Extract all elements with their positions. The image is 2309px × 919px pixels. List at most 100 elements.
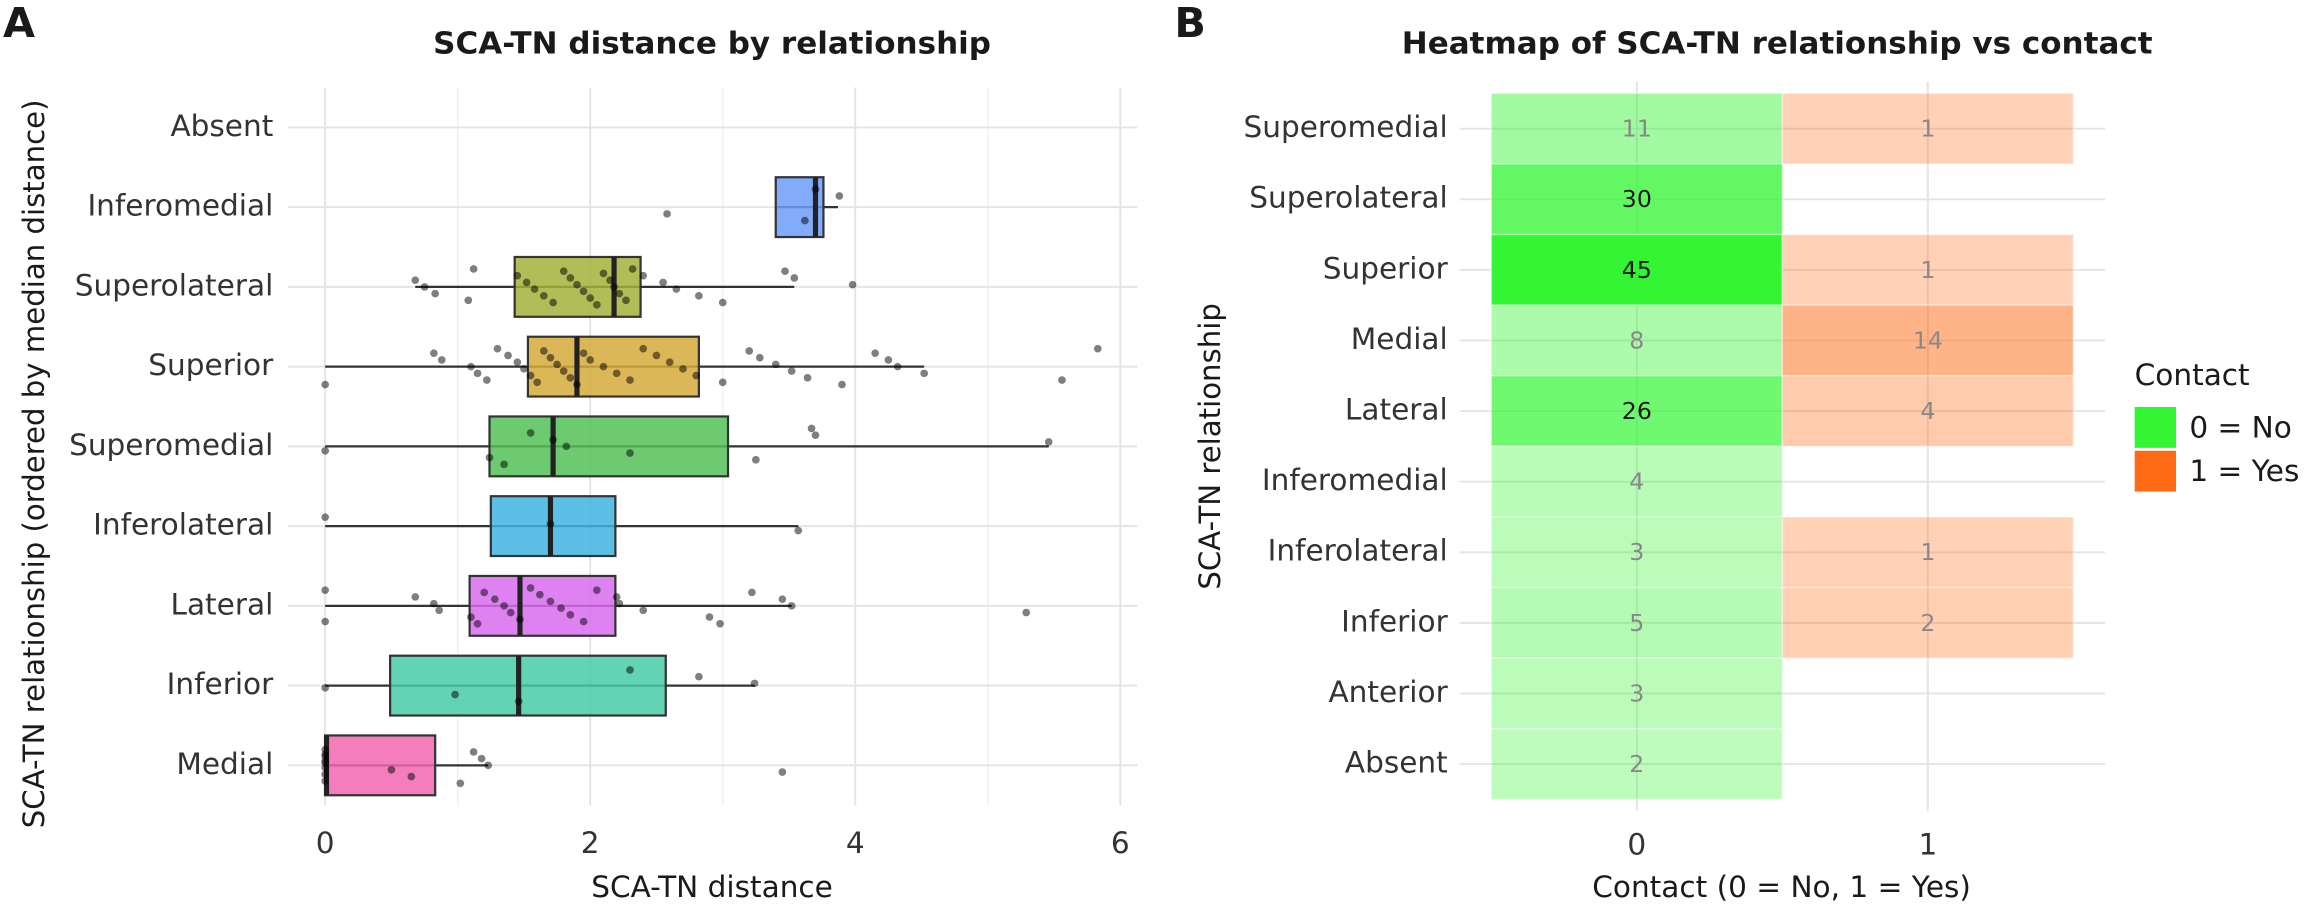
data-point — [504, 351, 512, 360]
data-point — [679, 365, 687, 373]
data-point — [469, 748, 478, 756]
y-tick-label: Superolateral — [1249, 181, 1448, 215]
y-tick-label: Superomedial — [1244, 110, 1448, 144]
data-point — [467, 362, 475, 371]
data-point — [321, 777, 330, 785]
data-point — [514, 697, 523, 706]
y-tick-label: Inferomedial — [87, 189, 273, 223]
data-point — [321, 447, 330, 455]
data-point — [718, 378, 727, 387]
y-tick-label: Inferior — [1341, 604, 1449, 638]
x-axis-title: Contact (0 = No, 1 = Yes) — [1592, 870, 1971, 904]
data-point — [790, 274, 799, 282]
data-point — [622, 296, 630, 305]
data-point — [718, 298, 727, 307]
cell-label: 45 — [1622, 256, 1652, 284]
y-tick-label: Medial — [1351, 322, 1448, 356]
heatmap-cell — [1490, 445, 1784, 518]
data-point — [750, 679, 759, 688]
data-point — [801, 216, 809, 225]
data-point — [500, 602, 508, 610]
data-point — [513, 271, 522, 280]
cell-label: 8 — [1629, 327, 1644, 355]
data-point — [411, 593, 420, 601]
data-point — [579, 349, 588, 357]
data-point — [566, 274, 575, 282]
data-point — [553, 360, 561, 369]
data-point — [562, 442, 571, 451]
box — [324, 734, 437, 797]
data-point — [1093, 344, 1102, 353]
data-point — [559, 367, 568, 375]
data-point — [429, 349, 438, 357]
data-point — [695, 672, 703, 681]
data-point — [652, 351, 661, 360]
data-point — [612, 369, 621, 378]
data-point — [586, 356, 595, 364]
y-tick-label: Inferolateral — [93, 508, 273, 542]
data-point — [778, 595, 787, 603]
data-point — [752, 456, 760, 464]
cell-label: 2 — [1629, 750, 1644, 778]
data-point — [794, 526, 803, 535]
data-point — [920, 369, 928, 378]
heatmap-cell — [1490, 728, 1784, 801]
data-point — [483, 376, 491, 384]
data-point — [639, 344, 648, 353]
data-point — [663, 210, 671, 218]
x-tick-label: 6 — [1111, 826, 1130, 860]
data-point — [626, 449, 634, 457]
data-point — [437, 356, 446, 364]
y-tick-label: Lateral — [170, 587, 273, 621]
data-point — [893, 362, 902, 371]
data-point — [559, 267, 568, 275]
data-point — [807, 424, 816, 433]
cell-label: 3 — [1629, 680, 1644, 708]
heatmap-cell — [1781, 586, 2075, 659]
data-point — [539, 347, 548, 355]
data-point — [500, 460, 508, 469]
heatmap-cell — [1490, 233, 1784, 306]
data-point — [549, 435, 557, 444]
data-point — [871, 349, 879, 357]
cell-label: 4 — [1920, 397, 1935, 425]
cell-label: 30 — [1622, 185, 1652, 213]
data-point — [516, 615, 524, 624]
x-tick-label: 2 — [581, 826, 600, 860]
data-point — [787, 367, 796, 375]
data-point — [610, 283, 618, 291]
y-tick-label: Inferolateral — [1268, 534, 1448, 568]
data-point — [530, 285, 539, 293]
x-tick-label: 1 — [1918, 828, 1937, 862]
data-point — [456, 779, 465, 788]
data-point — [692, 371, 701, 380]
data-point — [557, 604, 565, 612]
data-point — [566, 374, 575, 382]
legend-swatch — [2134, 406, 2177, 448]
data-point — [586, 294, 595, 302]
x-tick-label: 0 — [316, 826, 335, 860]
data-point — [811, 431, 820, 439]
box — [468, 574, 617, 637]
data-point — [407, 772, 416, 781]
data-point — [1058, 376, 1066, 384]
data-point — [513, 358, 522, 366]
data-point — [533, 378, 542, 387]
data-point — [536, 590, 544, 599]
data-point — [705, 613, 714, 621]
heatmap-cell — [1490, 92, 1784, 165]
y-tick-label: Inferior — [167, 667, 275, 701]
cell-label: 2 — [1920, 609, 1935, 637]
data-point — [672, 285, 681, 293]
data-point — [429, 599, 438, 608]
data-point — [781, 267, 789, 275]
heatmap-cell — [1781, 92, 2075, 165]
data-point — [321, 770, 330, 779]
y-tick-label: Inferomedial — [1262, 463, 1448, 497]
data-point — [628, 265, 637, 273]
data-point — [321, 745, 330, 754]
heatmap-cell — [1781, 516, 2075, 589]
data-point — [485, 453, 494, 462]
data-point — [484, 761, 493, 770]
